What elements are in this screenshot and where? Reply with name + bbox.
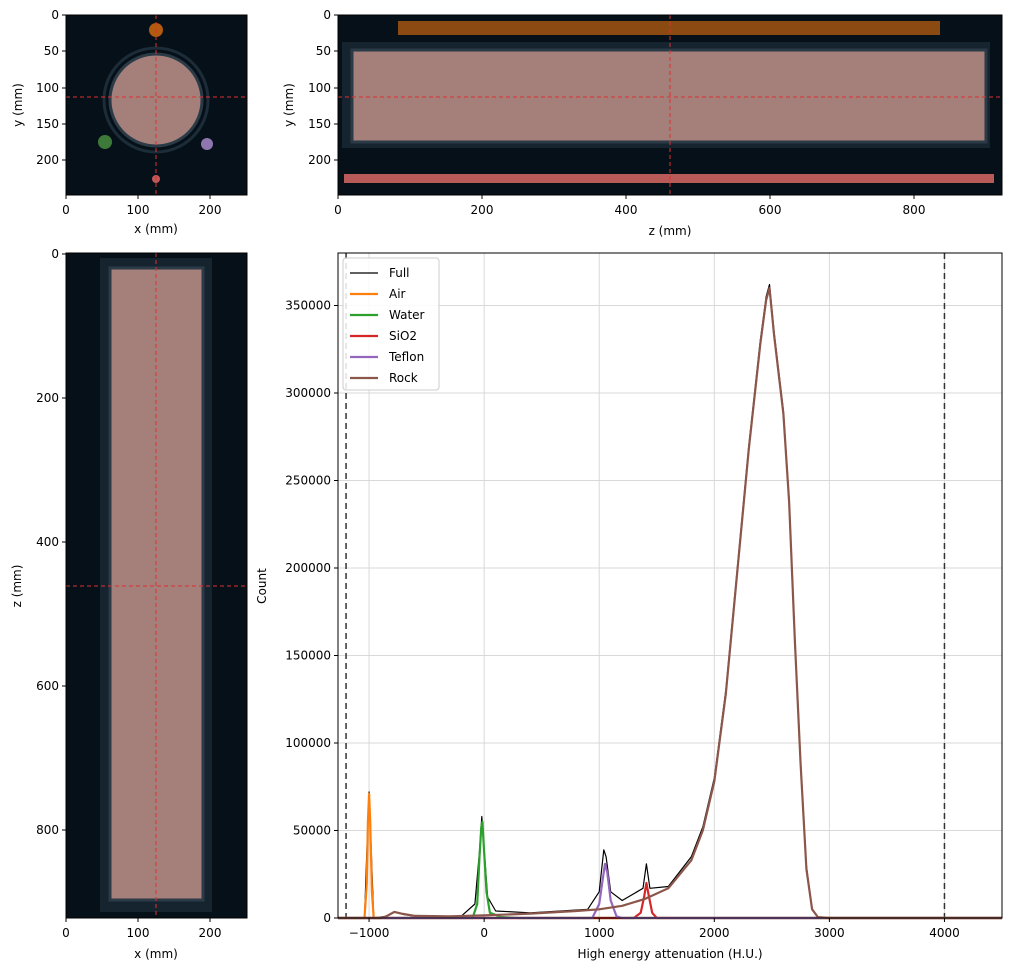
y-tick-label: 200000 [285,561,331,575]
xy-frame [65,14,248,196]
histogram-frame [337,252,1003,919]
zy-xtick-label: 200 [471,203,494,217]
zy-frame [337,14,1003,196]
xz-xtick-label: 0 [62,926,70,940]
x-tick-label: −1000 [349,926,390,940]
xz-ytick-label: 200 [36,391,59,405]
xz-xtick-label: 200 [199,926,222,940]
y-tick-label: 300000 [285,386,331,400]
x-tick-label: 4000 [929,926,960,940]
xy-xtick-label: 100 [127,203,150,217]
xy-xtick-label: 0 [62,203,70,217]
x-tick-label: 2000 [699,926,730,940]
xz-ytick-label: 600 [36,679,59,693]
y-tick-label: 350000 [285,299,331,313]
xz-slice-panel: 0 100 200 0 200 400 600 800 x (mm) z (mm… [10,247,248,961]
legend-label-full: Full [389,266,410,280]
legend-label-teflon: Teflon [388,350,424,364]
xz-xlabel: x (mm) [134,947,178,961]
series-sio2-line [338,881,1002,920]
air-phantom-bar [398,21,940,35]
xy-slice-panel: 0 100 200 0 50 100 150 200 x (mm) y (mm) [11,8,248,236]
histogram-ylabel: Count [255,568,269,604]
histogram-panel: −1000 0 1000 2000 3000 4000 0 50000 100000 15000… [255,252,1003,961]
x-tick-label: 1000 [584,926,615,940]
xz-ytick-label: 800 [36,823,59,837]
histogram-y-ticks: 0 50000 100000 150000 200000 250000 300000 3500… [285,299,338,925]
series-teflon-line [338,862,1002,920]
xz-x-ticks [65,918,211,922]
histogram-x-ticks: −1000 0 1000 2000 3000 4000 [349,918,960,940]
zy-slice-panel: 0 200 400 600 800 0 50 100 150 200 z (mm… [282,8,1003,238]
zy-xlabel: z (mm) [649,224,692,238]
xz-ylabel: z (mm) [10,565,24,608]
teflon-phantom-marker [201,138,213,150]
y-tick-label: 50000 [293,824,331,838]
xz-ytick-label: 0 [51,247,59,261]
y-tick-label: 250000 [285,474,331,488]
zy-xtick-label: 800 [903,203,926,217]
zy-xtick-label: 0 [334,203,342,217]
series-rock-line [338,286,1002,920]
zy-ylabel: y (mm) [282,83,296,127]
xy-x-ticks [65,195,211,199]
zy-rock-column [350,48,988,144]
sio2-phantom-bar [344,174,994,183]
series-air-line [338,792,1002,920]
y-tick-label: 0 [323,911,331,925]
histogram-legend: Full Air Water SiO2 Teflon Rock [342,257,440,391]
xz-y-ticks [62,253,66,831]
legend-label-water: Water [389,308,425,322]
legend-items: Full Air Water SiO2 Teflon Rock [350,266,425,385]
zy-xtick-label: 600 [759,203,782,217]
legend-label-air: Air [389,287,406,301]
legend-label-rock: Rock [389,371,418,385]
legend-label-sio2: SiO2 [389,329,417,343]
xy-xlabel: x (mm) [134,222,178,236]
y-tick-label: 150000 [285,649,331,663]
xy-ytick-label: 0 [51,8,59,22]
xy-ylabel: y (mm) [11,83,25,127]
xy-xtick-label: 200 [199,203,222,217]
histogram-plot-area [338,253,1002,918]
xy-y-ticks [62,14,66,161]
xy-ytick-label: 200 [36,153,59,167]
zy-ytick-label: 150 [308,117,331,131]
xy-ytick-label: 100 [36,81,59,95]
histogram-series [338,283,1002,920]
histogram-xlabel: High energy attenuation (H.U.) [577,947,762,961]
zy-ytick-label: 50 [316,44,331,58]
zy-x-ticks [337,195,915,199]
xz-ytick-label: 400 [36,535,59,549]
y-tick-label: 100000 [285,736,331,750]
zy-xtick-label: 400 [615,203,638,217]
water-phantom-marker [98,135,112,149]
x-tick-label: 3000 [814,926,845,940]
xz-frame [65,252,248,919]
zy-y-ticks [334,14,338,161]
zy-ytick-label: 200 [308,153,331,167]
x-tick-label: 0 [480,926,488,940]
xy-ytick-label: 50 [44,44,59,58]
xz-xtick-label: 100 [127,926,150,940]
xy-ytick-label: 150 [36,117,59,131]
zy-ytick-label: 0 [323,8,331,22]
zy-ytick-label: 100 [308,81,331,95]
